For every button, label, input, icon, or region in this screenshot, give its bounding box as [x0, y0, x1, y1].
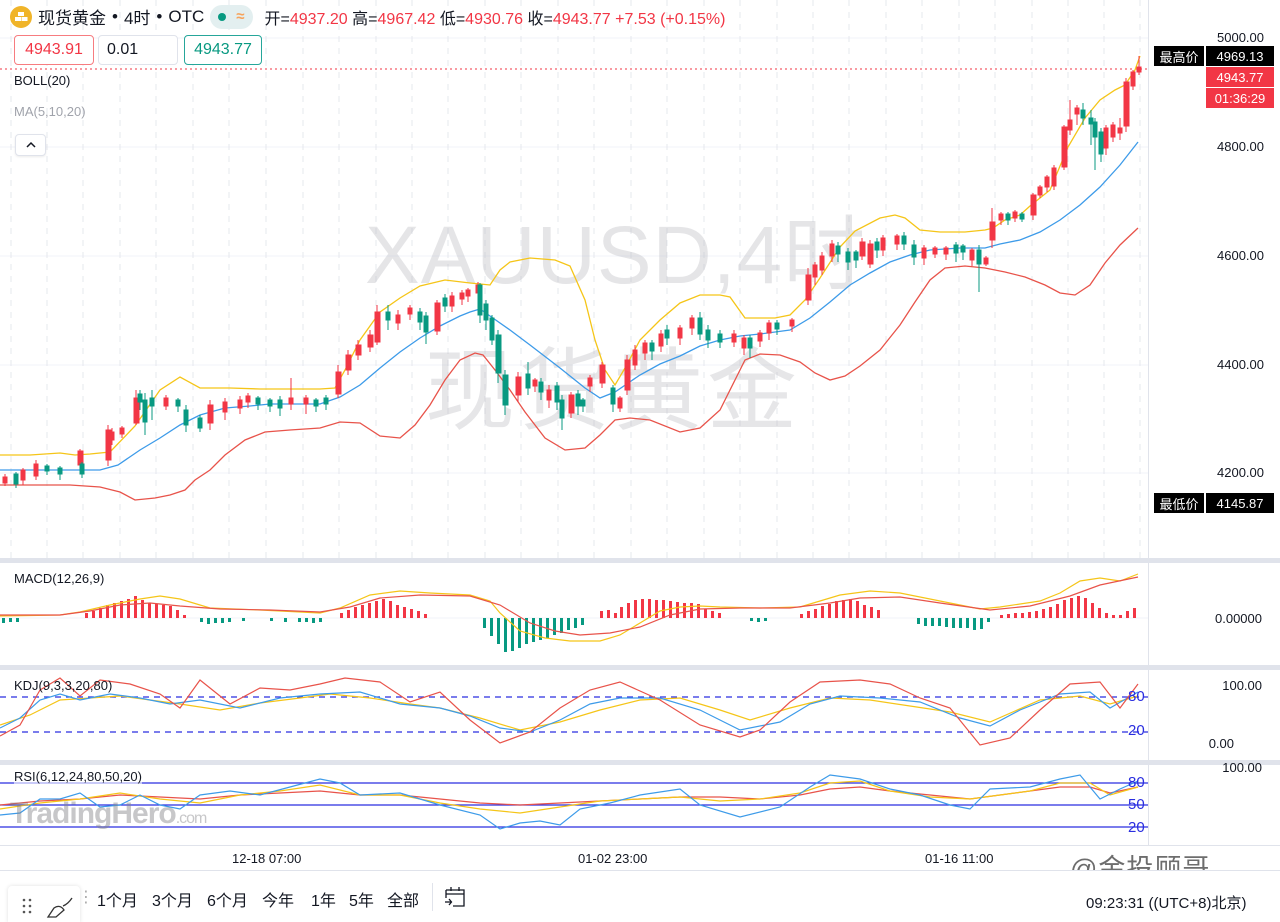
range-1y-button[interactable]: 1年: [311, 893, 336, 910]
macd-legend[interactable]: MACD(12,26,9): [14, 571, 105, 586]
wave-icon: ≈: [236, 8, 245, 25]
low-value: 4930.76: [465, 10, 524, 28]
exchange: OTC: [168, 6, 205, 26]
close-label: 收=: [527, 10, 553, 28]
range-3m-button[interactable]: 3个月: [152, 893, 193, 910]
price-axis-label: 4800.00: [1217, 139, 1264, 154]
more-icon[interactable]: ⋮: [78, 889, 94, 906]
symbol-watermark: XAUUSD,4时: [365, 210, 867, 301]
trade-panel: 4943.91 0.01 4943.77: [14, 35, 262, 65]
range-ytd-button[interactable]: 今年: [262, 893, 295, 910]
kdj-k-line: [0, 691, 1139, 733]
timeframe[interactable]: 4时: [123, 9, 151, 28]
high-value: 4967.42: [377, 10, 436, 28]
symbol-name[interactable]: 现货黄金: [38, 9, 106, 28]
rsi6-line: [0, 774, 1139, 830]
time-axis-label: 01-02 23:00: [578, 851, 648, 866]
symbol-legend: 现货黄金 • 4时 • OTC ≈ 开=4937.20 高=4967.42 低=…: [10, 4, 725, 29]
rsi-level-20-label: 20: [1128, 819, 1145, 836]
calendar-goto-icon[interactable]: [443, 885, 467, 909]
low-label: 低=: [439, 10, 466, 28]
ma-legend[interactable]: MA(5,10,20): [14, 104, 86, 119]
kdj-series: [0, 677, 1148, 746]
separator: •: [112, 6, 118, 26]
kdj-level-80-label: 80: [1128, 688, 1145, 705]
high-price-tag-label: 最高价: [1154, 46, 1204, 66]
kdj-level-20-label: 20: [1128, 722, 1145, 739]
range-all-button[interactable]: 全部: [387, 893, 420, 910]
change-percent: (+0.15%): [660, 10, 726, 28]
time-axis-label: 01-16 11:00: [925, 851, 994, 866]
rsi-series: [0, 774, 1148, 830]
bar-countdown-tag: 01:36:29: [1206, 88, 1274, 108]
price-pane[interactable]: XAUUSD,4时 现货黄金: [0, 0, 1280, 558]
boll-lower-line: [0, 227, 1139, 501]
close-value: 4943.77: [552, 10, 611, 28]
macd-dea-line: [0, 576, 1139, 636]
gold-bars-icon: [10, 5, 32, 28]
last-price-tag: 4943.77: [1206, 67, 1274, 87]
high-label: 高=: [352, 10, 378, 28]
pane-separator[interactable]: [0, 558, 1280, 563]
separator: •: [156, 6, 163, 26]
kdj-axis-bottom: 0.00: [1208, 736, 1234, 751]
macd-pane[interactable]: MACD(12,26,9) 0.00000: [0, 563, 1280, 665]
quantity-input[interactable]: 0.01: [98, 35, 178, 65]
sell-button[interactable]: 4943.91: [14, 35, 94, 65]
macd-histogram-negative: [2, 618, 990, 652]
boll-mid-line: [0, 141, 1139, 471]
buy-button[interactable]: 4943.77: [184, 35, 262, 65]
macd-series: [0, 573, 1148, 652]
change-value: +7.53: [615, 10, 656, 28]
pane-separator[interactable]: [0, 665, 1280, 670]
tradinghero-watermark: TradingHero.com: [10, 797, 207, 830]
high-price-tag-value: 4969.13: [1206, 46, 1274, 66]
rsi-legend[interactable]: RSI(6,12,24,80,50,20): [14, 769, 142, 784]
kdj-d-line: [0, 693, 1139, 731]
kdj-j-line: [0, 677, 1139, 746]
price-axis-label: 4200.00: [1217, 465, 1264, 480]
kdj-legend[interactable]: KDJ(9,3,3,20,80): [14, 678, 113, 693]
price-axis-label: 5000.00: [1217, 30, 1264, 45]
price-grid: [0, 0, 1148, 558]
range-6m-button[interactable]: 6个月: [207, 893, 248, 910]
open-label: 开=: [264, 10, 290, 28]
low-price-tag-label: 最低价: [1154, 493, 1204, 513]
boll-legend[interactable]: BOLL(20): [14, 73, 71, 88]
collapse-legend-button[interactable]: [15, 134, 46, 156]
toolbar-divider: [432, 883, 433, 911]
chevron-up-icon: [25, 141, 36, 148]
rsi-axis-top: 100.00: [1222, 760, 1262, 775]
market-status-pill[interactable]: ≈: [210, 4, 253, 29]
pane-separator[interactable]: [0, 760, 1280, 765]
price-axis-label: 4600.00: [1217, 248, 1264, 263]
ohlc-values: 开=4937.20 高=4967.42 低=4930.76 收=4943.77 …: [265, 5, 726, 29]
brush-icon: [46, 897, 73, 918]
time-axis[interactable]: [0, 845, 1280, 870]
range-1m-button[interactable]: 1个月: [97, 893, 138, 910]
price-axis-border: [1148, 0, 1149, 845]
range-5y-button[interactable]: 5年: [349, 893, 374, 910]
price-series: [0, 55, 1142, 501]
low-price-tag-value: 4145.87: [1206, 493, 1274, 513]
rsi-pane[interactable]: TradingHero.com RSI(6,12,24,80,50,20) 80…: [0, 760, 1280, 845]
drawing-tool-card: [8, 886, 80, 922]
drag-handle-icon: [22, 898, 32, 914]
bottom-toolbar: ⋮ 1个月 3个月 6个月 今年 1年 5年 全部 09:23:31 ((UTC…: [0, 870, 1280, 922]
kdj-axis-top: 100.00: [1222, 678, 1262, 693]
kdj-pane[interactable]: KDJ(9,3,3,20,80) 80 20 100.00 0.00: [0, 670, 1280, 760]
price-axis-label: 4400.00: [1217, 357, 1264, 372]
market-open-icon: [218, 12, 227, 21]
rsi-level-50-label: 50: [1128, 796, 1145, 813]
rsi-level-80-label: 80: [1128, 774, 1145, 791]
macd-zero-label: 0.00000: [1215, 611, 1262, 626]
macd-histogram-positive: [85, 596, 1136, 618]
candlesticks: [2, 56, 1142, 488]
time-axis-label: 12-18 07:00: [232, 851, 302, 866]
open-value: 4937.20: [289, 10, 348, 28]
clock-timezone[interactable]: 09:23:31 ((UTC+8)北京): [1086, 895, 1247, 912]
